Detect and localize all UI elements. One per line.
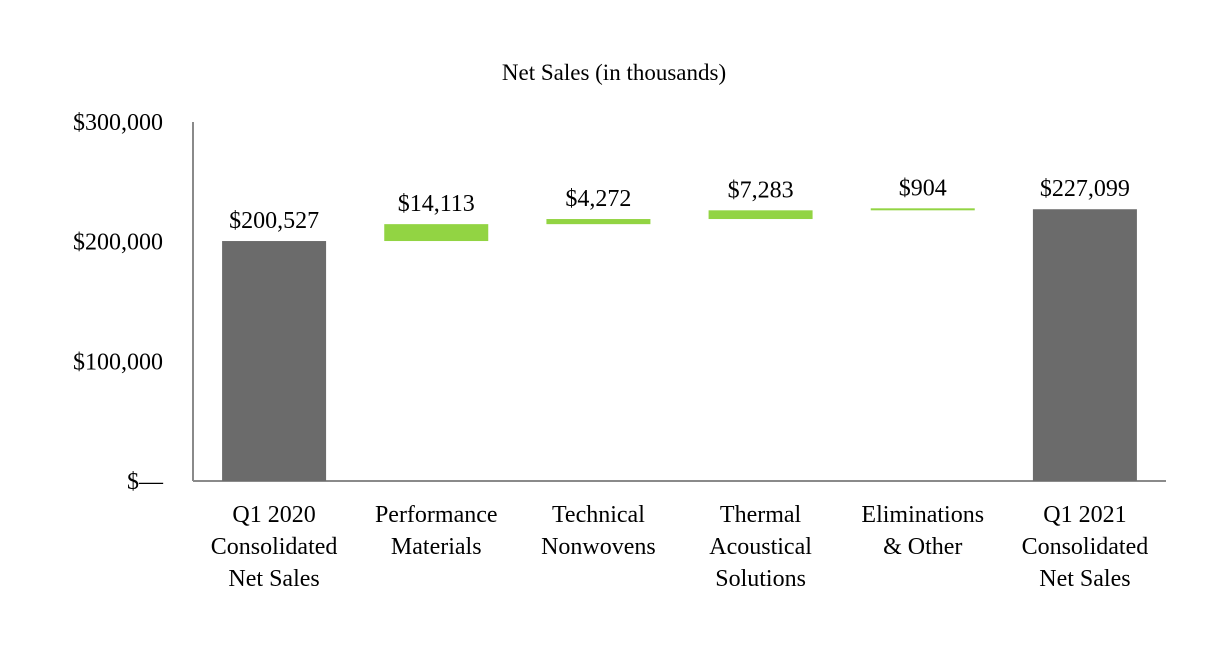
y-tick-label: $200,000: [73, 230, 163, 256]
category-label: Q1 2020 Consolidated Net Sales: [211, 502, 338, 592]
y-axis: $— $100,000 $200,000 $300,000: [73, 110, 1166, 495]
y-tick-label: $300,000: [73, 110, 163, 136]
data-labels: $200,527 $14,113 $4,272 $7,283 $904 $227,099: [229, 175, 1130, 234]
chart-title: Net Sales (in thousands): [502, 60, 726, 85]
delta-bar: [870, 208, 975, 211]
y-tick-label: $—: [127, 469, 164, 495]
category-labels: Q1 2020 Consolidated Net Sales Performance M…: [211, 502, 1148, 592]
bars: [222, 208, 1137, 481]
bar-value-label: $7,283: [728, 177, 794, 203]
category-label: Thermal Acoustical Solutions: [709, 502, 812, 592]
delta-bar: [708, 210, 813, 220]
bar-value-label: $200,527: [229, 208, 319, 234]
bar-value-label: $904: [899, 175, 947, 201]
delta-bar: [384, 224, 489, 242]
category-label: Eliminations & Other: [861, 502, 984, 560]
category-label: Technical Nonwovens: [541, 502, 656, 560]
delta-bar: [546, 219, 651, 225]
category-label: Performance Materials: [375, 502, 498, 560]
total-bar: [222, 241, 327, 481]
category-label: Q1 2021 Consolidated Net Sales: [1022, 502, 1149, 592]
bar-value-label: $4,272: [565, 186, 631, 212]
bar-value-label: $227,099: [1040, 176, 1130, 202]
total-bar: [1032, 209, 1137, 481]
bar-value-label: $14,113: [398, 191, 475, 217]
y-tick-label: $100,000: [73, 349, 163, 375]
